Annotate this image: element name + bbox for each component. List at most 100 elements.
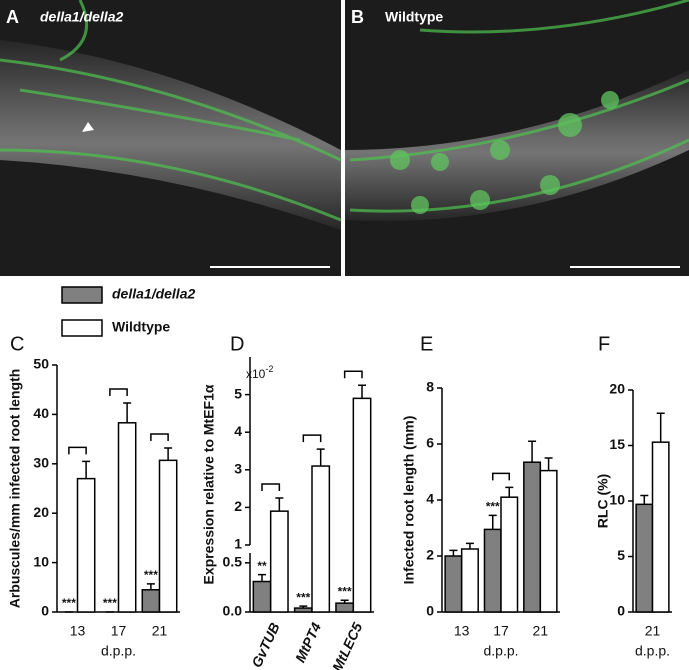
legend-swatch xyxy=(61,286,103,304)
significance-label: *** xyxy=(144,568,158,582)
y-axis-label: RLC (%) xyxy=(595,474,611,528)
bar xyxy=(311,465,331,613)
axis-multiplier: x10-2 xyxy=(246,364,273,381)
y-tick-label: 3 xyxy=(234,461,242,477)
significance-bracket xyxy=(302,434,322,443)
panel-letter: E xyxy=(420,333,433,355)
significance-label: *** xyxy=(338,584,352,598)
significance-bracket xyxy=(109,388,128,397)
y-tick-label: 0 xyxy=(41,603,49,619)
y-tick-label: 4 xyxy=(426,491,434,507)
bar xyxy=(252,580,272,613)
bar xyxy=(76,477,96,613)
significance-label: *** xyxy=(62,596,76,610)
bar xyxy=(460,548,479,613)
y-tick-label: 6 xyxy=(426,435,434,451)
panel-letter: F xyxy=(598,333,610,355)
x-tick-label: 21 xyxy=(152,623,168,639)
significance-label: *** xyxy=(296,590,310,604)
panel-letter: C xyxy=(10,333,24,355)
y-tick-label: 5 xyxy=(617,547,625,563)
x-tick-label: 21 xyxy=(533,623,549,639)
micrograph-b xyxy=(345,0,689,276)
bar xyxy=(352,397,372,613)
y-tick-label: 15 xyxy=(609,436,625,452)
significance-bracket xyxy=(491,472,511,481)
x-axis-label: d.p.p. xyxy=(101,643,136,659)
y-axis-label: Arbuscules/mm infected root length xyxy=(7,369,23,609)
y-tick-label: 0 xyxy=(617,603,625,619)
bar xyxy=(635,503,654,613)
bar xyxy=(269,510,289,613)
x-tick-label: 17 xyxy=(493,623,509,639)
y-axis-label: Expression relative to MtEF1α xyxy=(201,384,217,584)
x-axis-label: d.p.p. xyxy=(635,643,670,659)
error-bar xyxy=(449,549,458,556)
bar xyxy=(523,461,542,613)
bar xyxy=(444,555,463,613)
error-bar xyxy=(299,605,308,609)
x-axis-label: d.p.p. xyxy=(483,643,518,659)
bar xyxy=(500,496,519,613)
significance-bracket xyxy=(261,483,281,491)
x-tick-label: GvTUB xyxy=(248,620,283,670)
significance-label: ** xyxy=(257,559,267,573)
x-tick-label: MtPT4 xyxy=(292,620,324,665)
panel-letter: B xyxy=(351,7,364,27)
error-bar xyxy=(275,497,284,512)
error-bar xyxy=(257,573,266,582)
panel-letter: A xyxy=(6,7,19,27)
bar xyxy=(651,441,670,613)
error-bar xyxy=(123,402,132,423)
error-bar xyxy=(358,384,367,399)
y-tick-label: 1 xyxy=(234,536,242,552)
y-tick-label: 50 xyxy=(33,356,49,372)
error-bar xyxy=(640,494,649,505)
bar xyxy=(335,602,355,613)
y-tick-label: 0 xyxy=(426,603,434,619)
x-tick-label: MtLEC5 xyxy=(329,620,366,670)
x-tick-label: 21 xyxy=(645,623,661,639)
legend-label: Wildtype xyxy=(112,319,170,335)
panel-letter: D xyxy=(230,333,244,355)
bar xyxy=(539,469,558,613)
y-tick-label: 30 xyxy=(33,455,49,471)
y-tick-label: 20 xyxy=(33,504,49,520)
y-axis-label: Infected root length (mm) xyxy=(401,416,417,585)
error-bar xyxy=(544,457,553,471)
error-bar xyxy=(656,412,665,443)
y-tick-label: 2 xyxy=(426,547,434,563)
error-bar xyxy=(164,447,173,461)
significance-bracket xyxy=(150,433,169,441)
y-tick-label: 0.5 xyxy=(223,554,243,570)
y-tick-label: 10 xyxy=(609,492,625,508)
error-bar xyxy=(528,440,537,463)
panel-label: della1/della2 xyxy=(40,9,123,25)
error-bar xyxy=(82,460,91,479)
significance-bracket xyxy=(68,446,87,455)
error-bar xyxy=(340,599,349,604)
micrograph-a xyxy=(0,0,342,276)
legend-swatch xyxy=(61,319,103,337)
y-tick-label: 4 xyxy=(234,423,242,439)
bar xyxy=(117,422,137,613)
error-bar xyxy=(488,514,497,530)
multiplier-exponent: -2 xyxy=(265,364,273,374)
bar xyxy=(141,589,161,613)
multiplier-base: x10 xyxy=(246,367,266,381)
bar xyxy=(293,607,313,613)
significance-label: *** xyxy=(103,596,117,610)
error-bar xyxy=(316,448,325,467)
x-tick-label: 17 xyxy=(111,623,127,639)
y-tick-label: 8 xyxy=(426,379,434,395)
error-bar xyxy=(146,583,155,590)
y-tick-label: 20 xyxy=(609,381,625,397)
y-tick-label: 5 xyxy=(234,385,242,401)
significance-bracket xyxy=(343,370,363,379)
legend-label: della1/della2 xyxy=(112,286,195,302)
y-tick-label: 40 xyxy=(33,405,49,421)
x-tick-label: 13 xyxy=(70,623,86,639)
bar xyxy=(158,459,178,613)
y-tick-label: 2 xyxy=(234,498,242,514)
